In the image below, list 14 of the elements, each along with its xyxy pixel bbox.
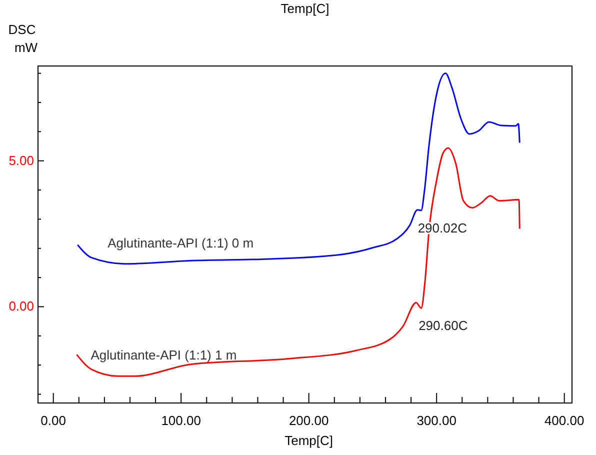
x-tick-label: 300.00 (416, 413, 456, 428)
x2-axis-title: Temp[C] (280, 1, 330, 16)
line-series (76, 72, 520, 265)
x-tick-label: 400.00 (544, 413, 584, 428)
x-tick-label: 100.00 (161, 413, 201, 428)
series-label: Aglutinante-API (1:1) 1 m (90, 347, 237, 362)
annotation: 290.60C (418, 318, 468, 334)
line-series (76, 147, 520, 377)
x-tick-label: 0.00 (40, 413, 66, 428)
y-axis-title: DSC mW (8, 22, 38, 55)
x-tick-label: 200.00 (288, 413, 329, 428)
x-axis-title: Temp[C] (284, 433, 334, 448)
series-label: Aglutinante-API (1:1) 0 m (108, 236, 254, 251)
y-tick-label: 5.00 (8, 152, 34, 168)
